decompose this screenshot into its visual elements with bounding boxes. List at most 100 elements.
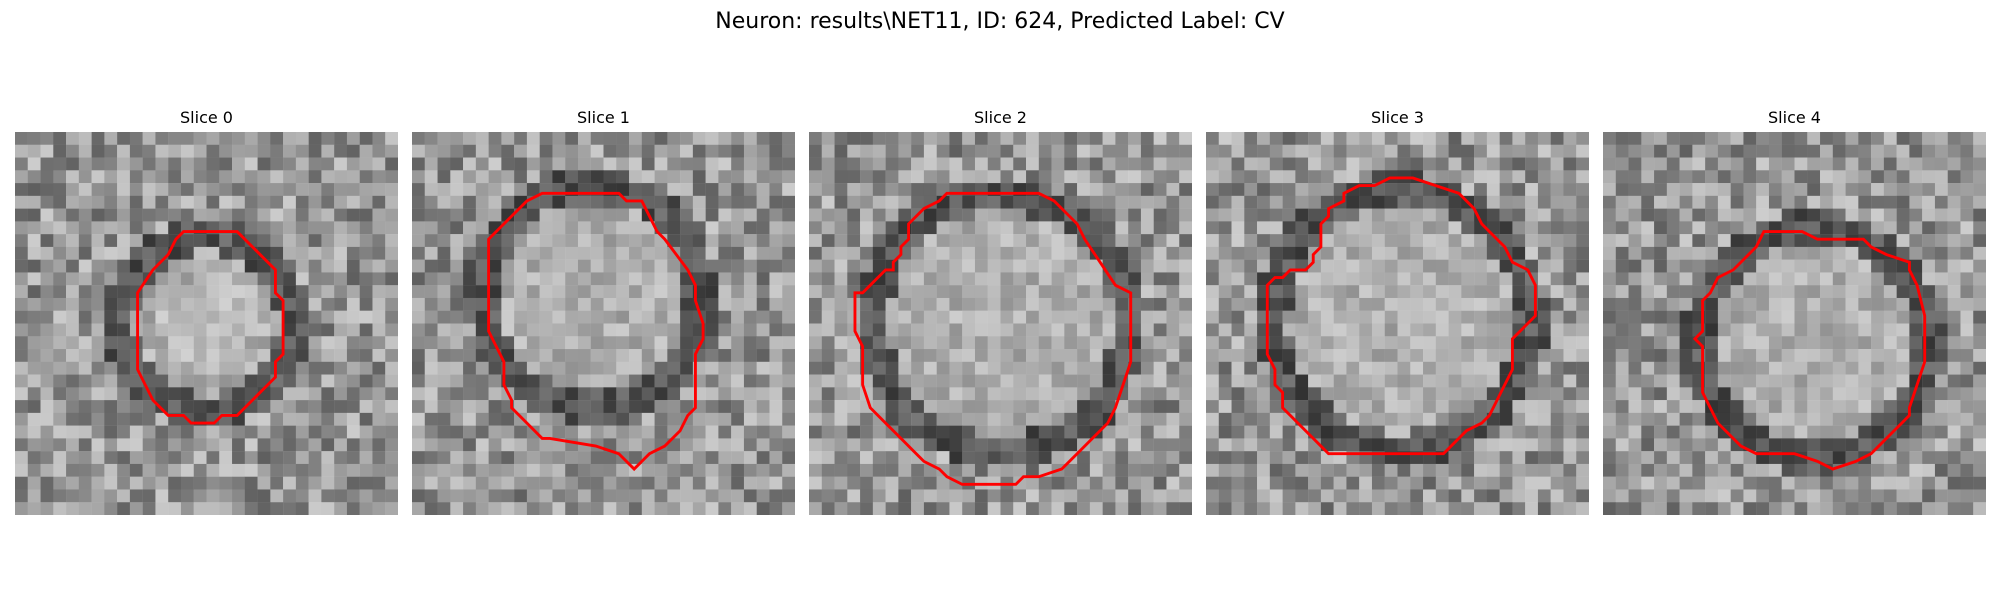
- image-pixel: [475, 489, 489, 503]
- image-pixel: [834, 361, 848, 375]
- slice-image: [1206, 132, 1589, 515]
- image-pixel: [180, 502, 194, 515]
- image-pixel: [1730, 463, 1744, 477]
- image-pixel: [1820, 476, 1833, 490]
- image-pixel: [1089, 170, 1103, 184]
- image-pixel: [1781, 157, 1795, 171]
- image-pixel: [1807, 361, 1821, 375]
- image-pixel: [1115, 438, 1129, 452]
- image-pixel: [641, 451, 655, 465]
- image-pixel: [1282, 323, 1296, 337]
- image-pixel: [1423, 412, 1436, 426]
- image-pixel: [1102, 144, 1116, 158]
- image-pixel: [860, 297, 874, 311]
- image-pixel: [1858, 400, 1872, 414]
- image-pixel: [1384, 310, 1398, 324]
- image-pixel: [1231, 221, 1245, 235]
- image-pixel: [232, 438, 245, 452]
- image-pixel: [283, 438, 297, 452]
- image-pixel: [129, 221, 143, 235]
- image-pixel: [629, 349, 642, 362]
- image-pixel: [1512, 132, 1526, 145]
- image-pixel: [577, 374, 591, 388]
- image-pixel: [1244, 502, 1258, 515]
- image-pixel: [1743, 285, 1757, 299]
- image-pixel: [219, 336, 233, 350]
- image-pixel: [1973, 361, 1986, 375]
- image-pixel: [1206, 412, 1219, 426]
- image-pixel: [1384, 208, 1398, 222]
- image-pixel: [1397, 336, 1411, 350]
- image-pixel: [1077, 310, 1091, 324]
- image-pixel: [872, 400, 886, 414]
- image-pixel: [539, 157, 553, 171]
- image-pixel: [1934, 349, 1948, 362]
- image-pixel: [911, 502, 925, 515]
- image-pixel: [91, 234, 105, 248]
- image-pixel: [1615, 374, 1629, 388]
- image-pixel: [475, 476, 489, 490]
- image-pixel: [1896, 259, 1910, 273]
- image-pixel: [1206, 246, 1219, 260]
- image-pixel: [1410, 502, 1424, 515]
- image-pixel: [450, 285, 464, 299]
- image-pixel: [1359, 259, 1373, 273]
- image-pixel: [1641, 412, 1655, 426]
- image-pixel: [1269, 208, 1283, 222]
- image-pixel: [577, 297, 591, 311]
- image-pixel: [488, 463, 502, 477]
- image-pixel: [756, 336, 770, 350]
- image-pixel: [1140, 285, 1154, 299]
- image-pixel: [1282, 208, 1296, 222]
- image-pixel: [1871, 272, 1885, 286]
- image-pixel: [885, 285, 899, 299]
- image-pixel: [1832, 438, 1846, 452]
- image-pixel: [155, 412, 169, 426]
- image-pixel: [1883, 476, 1897, 490]
- image-pixel: [1077, 144, 1091, 158]
- image-pixel: [1820, 489, 1833, 503]
- image-pixel: [1512, 234, 1526, 248]
- image-pixel: [1115, 285, 1129, 299]
- image-pixel: [155, 183, 169, 197]
- image-pixel: [1320, 476, 1334, 490]
- image-pixel: [1563, 323, 1577, 337]
- image-pixel: [1295, 476, 1309, 490]
- image-pixel: [1832, 374, 1846, 388]
- image-pixel: [756, 463, 770, 477]
- image-pixel: [1295, 361, 1309, 375]
- image-pixel: [1947, 297, 1961, 311]
- image-pixel: [1512, 310, 1526, 324]
- image-pixel: [641, 132, 655, 145]
- image-pixel: [283, 323, 297, 337]
- image-pixel: [53, 438, 67, 452]
- image-pixel: [743, 400, 757, 414]
- image-pixel: [1410, 349, 1424, 362]
- image-pixel: [295, 170, 309, 184]
- image-pixel: [552, 502, 566, 515]
- image-pixel: [1308, 195, 1322, 209]
- image-pixel: [463, 425, 477, 439]
- image-pixel: [821, 489, 835, 503]
- image-pixel: [565, 310, 579, 324]
- image-pixel: [78, 387, 92, 401]
- image-pixel: [488, 183, 502, 197]
- image-pixel: [1781, 285, 1795, 299]
- image-pixel: [949, 132, 963, 145]
- image-pixel: [257, 297, 271, 311]
- image-pixel: [577, 132, 591, 145]
- image-pixel: [1666, 438, 1680, 452]
- image-pixel: [1397, 246, 1411, 260]
- image-pixel: [1781, 208, 1795, 222]
- image-pixel: [743, 183, 757, 197]
- image-pixel: [1909, 489, 1923, 503]
- image-pixel: [117, 412, 131, 426]
- image-pixel: [1832, 336, 1846, 350]
- slice-panel-3: Slice 3: [1206, 108, 1589, 515]
- image-pixel: [860, 221, 874, 235]
- image-pixel: [949, 246, 963, 260]
- image-pixel: [962, 297, 976, 311]
- image-pixel: [1269, 170, 1283, 184]
- image-pixel: [475, 425, 489, 439]
- image-pixel: [1282, 387, 1296, 401]
